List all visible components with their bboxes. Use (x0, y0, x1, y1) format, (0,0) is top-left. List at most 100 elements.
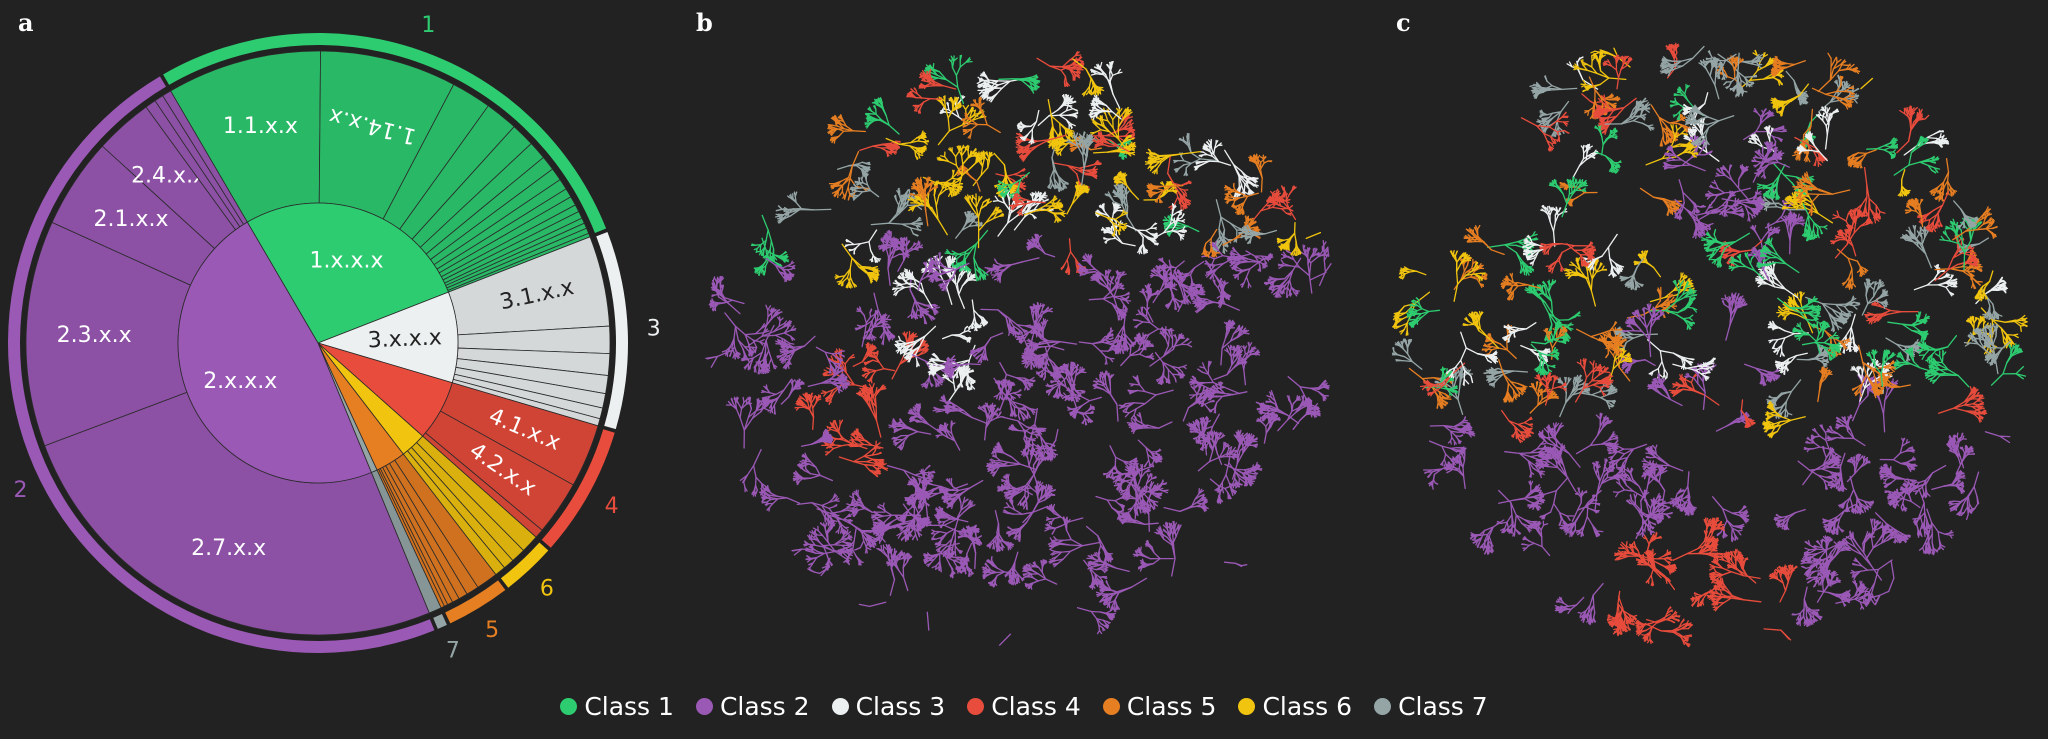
tree-branch (1103, 210, 1109, 216)
tree-branch (1090, 610, 1098, 620)
tree-branch (789, 271, 791, 276)
tree-branch (850, 433, 856, 438)
tree-branch (1102, 619, 1107, 624)
tree-branch (1139, 353, 1147, 358)
tree-branch (828, 447, 835, 453)
tree-branch (829, 516, 834, 522)
tree-branch (1096, 618, 1100, 626)
tree-branch (971, 276, 976, 280)
tree-branch (1077, 169, 1086, 176)
tree-branch (1020, 169, 1025, 172)
tree-branch (878, 463, 885, 466)
tree-branch (913, 504, 920, 515)
tree-branch (1246, 177, 1254, 180)
tree-branch (1101, 626, 1106, 631)
tree-branch (1142, 243, 1145, 251)
tree-branch (1209, 400, 1215, 403)
tree-branch (1127, 109, 1130, 116)
tree-branch (1095, 124, 1102, 131)
tree-branch (832, 445, 843, 450)
tree-branch (811, 502, 822, 511)
tree-branch (856, 432, 860, 437)
tree-branch (1065, 119, 1070, 126)
tree-branch (1037, 115, 1050, 127)
tree-branch (1030, 238, 1035, 241)
tree-branch (819, 474, 834, 482)
tree-branch (967, 337, 972, 340)
tree-branch (1090, 411, 1095, 414)
tree-branch (1224, 303, 1240, 311)
tree-branch (1254, 351, 1261, 354)
tree-branch (765, 229, 769, 242)
tree-branch (1219, 381, 1222, 386)
tree-branch (1032, 580, 1039, 584)
tree-branch (804, 460, 807, 465)
tree-branch (1038, 234, 1043, 238)
class-number-label: 3 (647, 316, 660, 341)
tree-branch (994, 509, 1000, 525)
tree-branch (954, 275, 957, 285)
tree-branch (958, 293, 965, 309)
tree-branch (890, 147, 895, 150)
subclass-label: 2.1.x.x (93, 207, 168, 232)
tree-branch (1090, 610, 1101, 613)
tree-branch (768, 358, 772, 366)
tree-branch (783, 275, 786, 280)
tree-branch (967, 330, 972, 333)
tree-branch (1102, 203, 1105, 208)
tree-branch (992, 199, 999, 202)
tree-branch (765, 339, 770, 352)
tree-branch (992, 544, 995, 550)
tree-branch (889, 149, 893, 153)
tree-branch (1203, 401, 1211, 405)
tree-branch (1022, 569, 1028, 572)
tree-branch (1095, 210, 1100, 214)
tree-branch (895, 199, 900, 206)
tree-branch (828, 507, 834, 514)
tree-branch (891, 363, 901, 380)
tree-branch (1307, 251, 1309, 258)
tree-branch (966, 359, 970, 373)
tree-branch (760, 268, 764, 274)
tree-branch (1228, 199, 1235, 202)
class-number-label: 1 (421, 13, 435, 38)
tree-branch (932, 306, 941, 310)
tree-branch (1280, 259, 1285, 265)
tree-branch (1065, 108, 1074, 112)
class-center-label: 3.x.x.x (367, 325, 442, 353)
tree-branch (1212, 384, 1217, 389)
tree-branch (885, 149, 891, 153)
tree-branch (1211, 395, 1217, 398)
tree-branch (1108, 113, 1114, 121)
tree-branch (1032, 306, 1035, 311)
tree-branch (1057, 103, 1065, 111)
tree-branch (1152, 557, 1161, 565)
tree-branch (1144, 356, 1151, 359)
tree-branch (958, 285, 964, 296)
tree-branch (781, 268, 789, 271)
tree-branch (967, 385, 970, 391)
tree-branch (793, 475, 799, 478)
tree-branch (1013, 173, 1021, 177)
tree-branch (948, 124, 964, 132)
tree-branch (945, 177, 953, 184)
phylogenetic-tree-b (705, 51, 1332, 646)
tree-branch (882, 514, 893, 517)
tree-branch (883, 368, 896, 372)
tree-branch (1111, 613, 1115, 617)
tree-branch (852, 549, 858, 558)
tree-branch (863, 464, 874, 467)
tree-branch (967, 379, 969, 387)
tree-branch (1252, 183, 1258, 188)
tree-branch (1179, 506, 1191, 513)
tree-branch (1034, 561, 1037, 566)
tree-branch (1026, 241, 1032, 244)
tree-branch (990, 332, 1004, 339)
tree-branch (1068, 123, 1073, 128)
tree-branch (828, 128, 834, 132)
tree-branch (1022, 575, 1028, 579)
tree-branch (1067, 164, 1080, 169)
tree-branch (951, 334, 961, 338)
class-outer-band (500, 542, 549, 588)
tree-branch (1082, 413, 1086, 420)
